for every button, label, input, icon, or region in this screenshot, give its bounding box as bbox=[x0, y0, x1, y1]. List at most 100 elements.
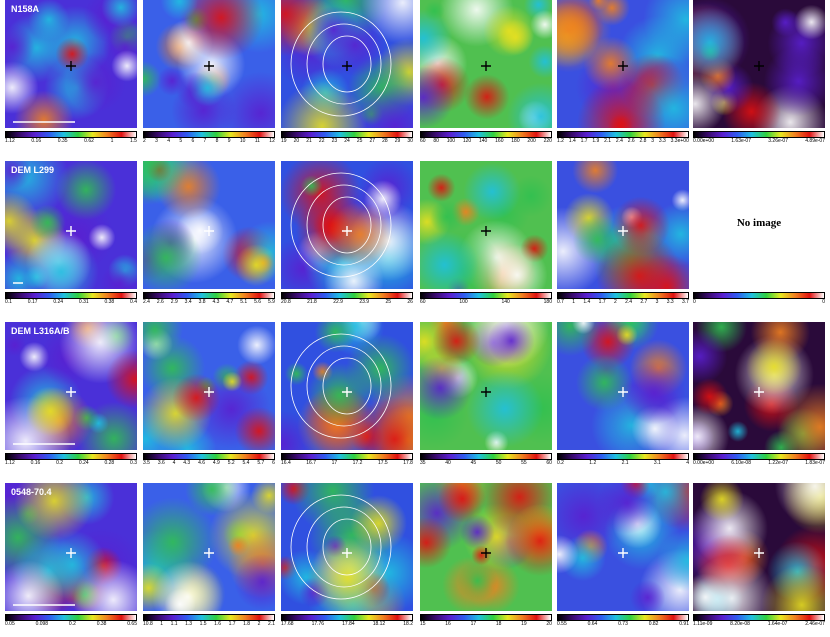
tick-label: 3.7 bbox=[682, 299, 689, 305]
blob bbox=[327, 202, 393, 267]
tick-label: 17.68 bbox=[281, 621, 294, 627]
panel: 0.00e+00 6.10e-08 1.22e-07 1.83e-07 bbox=[693, 322, 825, 466]
image bbox=[5, 322, 137, 450]
cross-marker bbox=[66, 226, 76, 236]
tick-label: 23.9 bbox=[359, 299, 370, 305]
blob bbox=[483, 5, 536, 58]
blob bbox=[487, 322, 535, 365]
colorbar-ticks: 1.12 0.16 0.2 0.24 0.28 0.3 bbox=[5, 460, 137, 466]
tick-label: 11 bbox=[254, 138, 260, 144]
tick-label: 1 bbox=[160, 621, 164, 627]
colorbar bbox=[5, 292, 137, 299]
tick-label: 40 bbox=[445, 460, 451, 466]
tick-label: 22.9 bbox=[333, 299, 343, 305]
tick-label: 0.64 bbox=[587, 621, 598, 627]
panel: 20.8 21.8 22.9 23.9 25 26 bbox=[281, 161, 413, 305]
tick-label: 0.82 bbox=[648, 621, 659, 627]
image bbox=[693, 0, 825, 128]
panel: No image 0 0 bbox=[693, 161, 825, 305]
blob bbox=[28, 0, 70, 40]
tick-label: 3 bbox=[655, 299, 659, 305]
colorbar bbox=[281, 131, 413, 138]
blob bbox=[530, 9, 552, 40]
colorbar-ticks: 35 40 45 50 55 60 bbox=[420, 460, 552, 466]
tick-label: 4.6 bbox=[198, 460, 206, 466]
panel: DEM L316A/B 1.12 0.16 0.2 0.24 0.28 0.3 bbox=[5, 322, 137, 466]
tick-label: 16 bbox=[445, 621, 451, 627]
row-label: DEM L299 bbox=[11, 165, 55, 175]
tick-label: 2.9 bbox=[170, 299, 178, 305]
blob bbox=[5, 191, 39, 251]
panel: 1.2 1.4 1.7 1.9 2.1 2.4 2.6 2.8 3 3.3 3.3e+00 bbox=[557, 0, 689, 144]
colorbar-ticks: 15 16 17 18 19 20 bbox=[420, 621, 552, 627]
tick-label: 1.4 bbox=[568, 138, 576, 144]
colorbar-ticks: 0.00e+00 1.63e-07 3.26e-07 4.89e-07 bbox=[693, 138, 825, 144]
tick-label: 17 bbox=[470, 621, 477, 627]
panel: 3.5 3.6 4 4.3 4.6 4.9 5.2 5.4 5.7 6 bbox=[143, 322, 275, 466]
blob bbox=[234, 406, 275, 450]
colorbar bbox=[143, 453, 275, 460]
blob bbox=[575, 354, 633, 411]
tick-label: 1.4 bbox=[583, 299, 591, 305]
tick-label: 0.05 bbox=[5, 621, 15, 627]
tick-label: 3 bbox=[155, 138, 158, 144]
blob bbox=[218, 71, 275, 128]
tick-label: 1.6 bbox=[214, 621, 222, 627]
panel: 0.55 0.64 0.73 0.82 0.91 bbox=[557, 483, 689, 627]
blob bbox=[227, 535, 249, 557]
colorbar-ticks: 60 100 140 180 bbox=[420, 299, 552, 305]
blob bbox=[457, 560, 498, 601]
cross-marker bbox=[618, 548, 628, 558]
tick-label: 0.24 bbox=[78, 460, 89, 466]
tick-label: 1.22e-07 bbox=[768, 460, 788, 466]
blob bbox=[727, 420, 749, 442]
image bbox=[420, 322, 552, 450]
tick-label: 4.3 bbox=[212, 299, 220, 305]
tick-label: 5.6 bbox=[254, 299, 262, 305]
tick-label: 0.35 bbox=[57, 138, 68, 144]
tick-label: 45 bbox=[470, 460, 477, 466]
tick-label: 1 bbox=[572, 299, 576, 305]
contour bbox=[322, 35, 372, 93]
image bbox=[557, 0, 689, 128]
blob bbox=[185, 483, 239, 516]
tick-label: 0.7 bbox=[557, 299, 564, 305]
blob bbox=[616, 324, 638, 346]
image bbox=[143, 161, 275, 289]
blob bbox=[572, 161, 619, 194]
blob bbox=[420, 517, 452, 569]
colorbar bbox=[5, 453, 137, 460]
blob bbox=[420, 66, 455, 128]
blob bbox=[281, 81, 367, 128]
tick-label: 24 bbox=[344, 138, 350, 144]
cross-marker bbox=[481, 548, 491, 558]
tick-label: 0.38 bbox=[96, 621, 107, 627]
blob bbox=[235, 244, 275, 287]
colorbar bbox=[281, 292, 413, 299]
blob bbox=[55, 161, 117, 221]
tick-label: 4 bbox=[172, 460, 176, 466]
panel: 0.2 1.2 2.1 3.1 4 bbox=[557, 322, 689, 466]
image bbox=[5, 0, 137, 128]
contour bbox=[306, 345, 382, 427]
blob bbox=[423, 0, 445, 22]
tick-label: 0.91 bbox=[679, 621, 689, 627]
cross-marker bbox=[481, 387, 491, 397]
tick-label: 4.7 bbox=[226, 299, 234, 305]
tick-label: 5.7 bbox=[257, 460, 265, 466]
blob bbox=[656, 530, 689, 592]
tick-label: 1.63e-07 bbox=[731, 138, 751, 144]
tick-label: 17.8 bbox=[403, 460, 413, 466]
tick-label: 3.3 bbox=[666, 299, 674, 305]
tick-label: 1.83e-07 bbox=[805, 460, 825, 466]
tick-label: 2.6 bbox=[156, 299, 164, 305]
image bbox=[143, 0, 275, 128]
colorbar-ticks: 19 20 21 22 23 24 25 27 28 29 30 bbox=[281, 138, 413, 144]
blob bbox=[5, 24, 35, 69]
tick-label: 1 bbox=[110, 138, 114, 144]
tick-label: 100 bbox=[446, 138, 456, 144]
panel: DEM L299 0.1 0.17 0.24 0.31 0.38 0.4 bbox=[5, 161, 137, 305]
tick-label: 180 bbox=[511, 138, 520, 144]
image bbox=[143, 483, 275, 611]
